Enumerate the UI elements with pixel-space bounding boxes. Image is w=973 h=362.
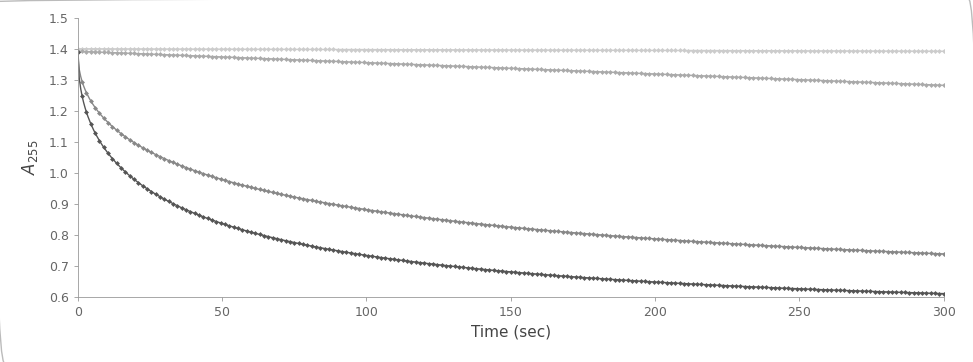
X-axis label: Time (sec): Time (sec) — [471, 324, 551, 340]
Y-axis label: $A_{255}$: $A_{255}$ — [20, 140, 41, 175]
